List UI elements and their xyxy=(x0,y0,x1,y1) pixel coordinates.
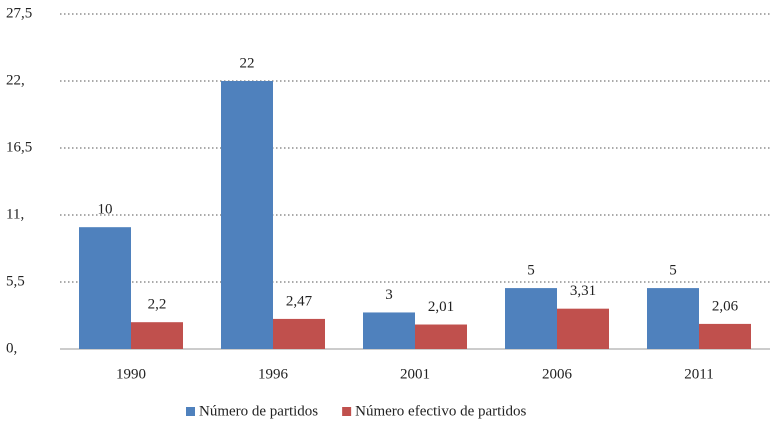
x-tick-label: 1996 xyxy=(258,366,289,382)
y-tick-label: 5,5 xyxy=(6,273,25,289)
y-tick-label: 11, xyxy=(6,206,24,222)
x-tick-label: 2006 xyxy=(542,366,573,382)
bar xyxy=(221,81,273,349)
y-tick-label: 27,5 xyxy=(6,5,32,21)
data-label: 2,47 xyxy=(286,293,313,309)
data-label: 3 xyxy=(385,287,393,303)
data-label: 5 xyxy=(669,263,677,279)
y-tick-label: 22, xyxy=(6,72,25,88)
bar xyxy=(131,322,183,349)
bar xyxy=(557,308,609,349)
bar xyxy=(273,318,325,349)
bar xyxy=(699,323,751,349)
data-label: 5 xyxy=(527,263,535,279)
data-label: 3,31 xyxy=(570,283,596,299)
bar xyxy=(415,324,467,349)
legend-swatch xyxy=(342,407,352,416)
data-label: 2,01 xyxy=(428,299,454,315)
data-label: 10 xyxy=(98,202,113,218)
bar xyxy=(79,227,131,349)
legend-label: Número efectivo de partidos xyxy=(355,403,526,419)
data-label: 22 xyxy=(240,55,255,71)
x-tick-label: 2011 xyxy=(684,366,713,382)
bar xyxy=(647,288,699,349)
y-tick-label: 0, xyxy=(6,340,17,356)
x-tick-label: 2001 xyxy=(400,366,430,382)
legend-swatch xyxy=(186,407,195,416)
data-label: 2,06 xyxy=(712,298,739,314)
legend-label: Número de partidos xyxy=(199,403,318,419)
y-tick-label: 16,5 xyxy=(6,139,32,155)
data-label: 2,2 xyxy=(148,297,167,313)
bar xyxy=(505,288,557,349)
x-tick-label: 1990 xyxy=(116,366,146,382)
bar xyxy=(363,312,415,349)
